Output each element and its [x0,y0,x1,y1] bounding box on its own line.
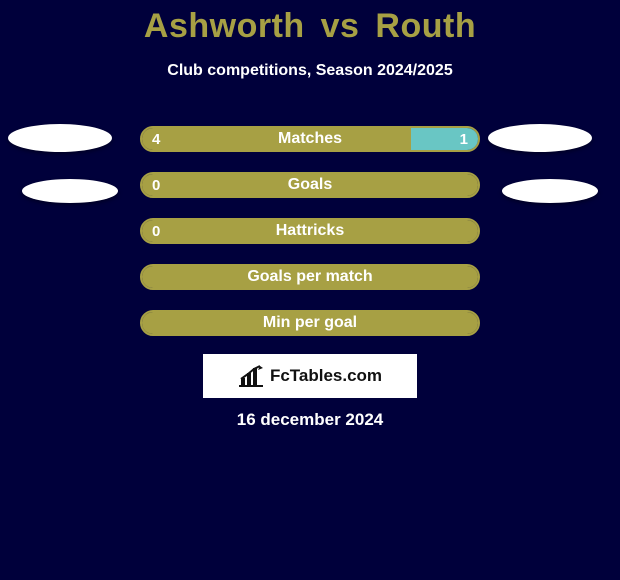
comparison-infographic: Ashworth vs Routh Club competitions, Sea… [0,0,620,580]
badge-ellipse [22,179,118,203]
player-b-name: Routh [375,7,476,45]
stat-bar: Hattricks0 [140,218,480,244]
stat-row: Hattricks0 [0,218,620,244]
badge-ellipse [488,124,592,152]
stat-bar: Goals0 [140,172,480,198]
player-a-name: Ashworth [144,7,305,45]
stat-bar-left-fill [142,220,478,242]
stat-bar-left-fill [142,266,478,288]
stat-bar-left-fill [142,128,411,150]
badge-ellipse [8,124,112,152]
title-vs: vs [321,7,360,45]
bars-icon [238,365,264,387]
badge-ellipse [502,179,598,203]
subtitle: Club competitions, Season 2024/2025 [0,62,620,80]
stat-row: Goals per match [0,264,620,290]
stat-bar-left-fill [142,312,478,334]
stat-bar: Goals per match [140,264,480,290]
source-logo-text: FcTables.com [270,366,382,386]
stat-bar: Min per goal [140,310,480,336]
stat-row: Min per goal [0,310,620,336]
stat-bar-right-fill [411,128,478,150]
source-logo: FcTables.com [203,354,417,398]
snapshot-date: 16 december 2024 [0,410,620,430]
stat-bar-left-fill [142,174,478,196]
stat-bar: Matches41 [140,126,480,152]
page-title: Ashworth vs Routh [0,8,620,45]
